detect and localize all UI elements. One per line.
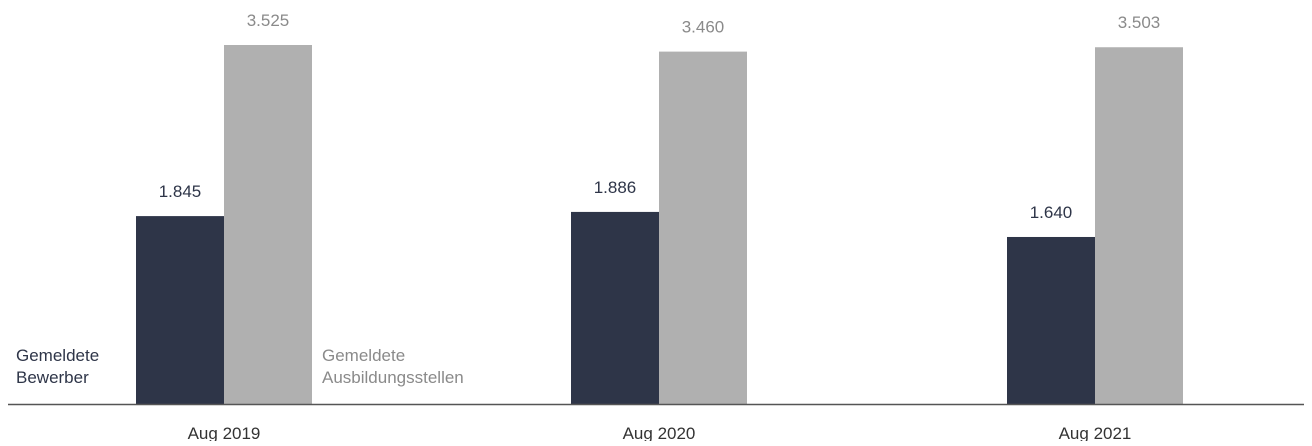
legend-label-bewerber: Gemeldete Bewerber bbox=[16, 346, 99, 387]
category-label-0: Aug 2019 bbox=[188, 424, 261, 441]
bar-ausbildungsstellen-1 bbox=[659, 51, 747, 404]
value-label-bewerber-2: 1.640 bbox=[1030, 203, 1073, 222]
value-label-bewerber-0: 1.845 bbox=[159, 182, 202, 201]
value-label-ausbildungsstellen-2: 3.503 bbox=[1118, 13, 1161, 32]
value-label-bewerber-1: 1.886 bbox=[594, 178, 637, 197]
bar-bewerber-0 bbox=[136, 216, 224, 404]
category-label-1: Aug 2020 bbox=[623, 424, 696, 441]
bar-ausbildungsstellen-0 bbox=[224, 45, 312, 404]
category-label-2: Aug 2021 bbox=[1059, 424, 1132, 441]
legend-label-ausbildungsstellen: Gemeldete Ausbildungsstellen bbox=[322, 346, 464, 387]
value-label-ausbildungsstellen-1: 3.460 bbox=[682, 18, 725, 37]
bar-bewerber-1 bbox=[571, 211, 659, 404]
value-label-ausbildungsstellen-0: 3.525 bbox=[247, 11, 290, 30]
bar-bewerber-2 bbox=[1007, 236, 1095, 404]
bar-ausbildungsstellen-2 bbox=[1095, 47, 1183, 404]
